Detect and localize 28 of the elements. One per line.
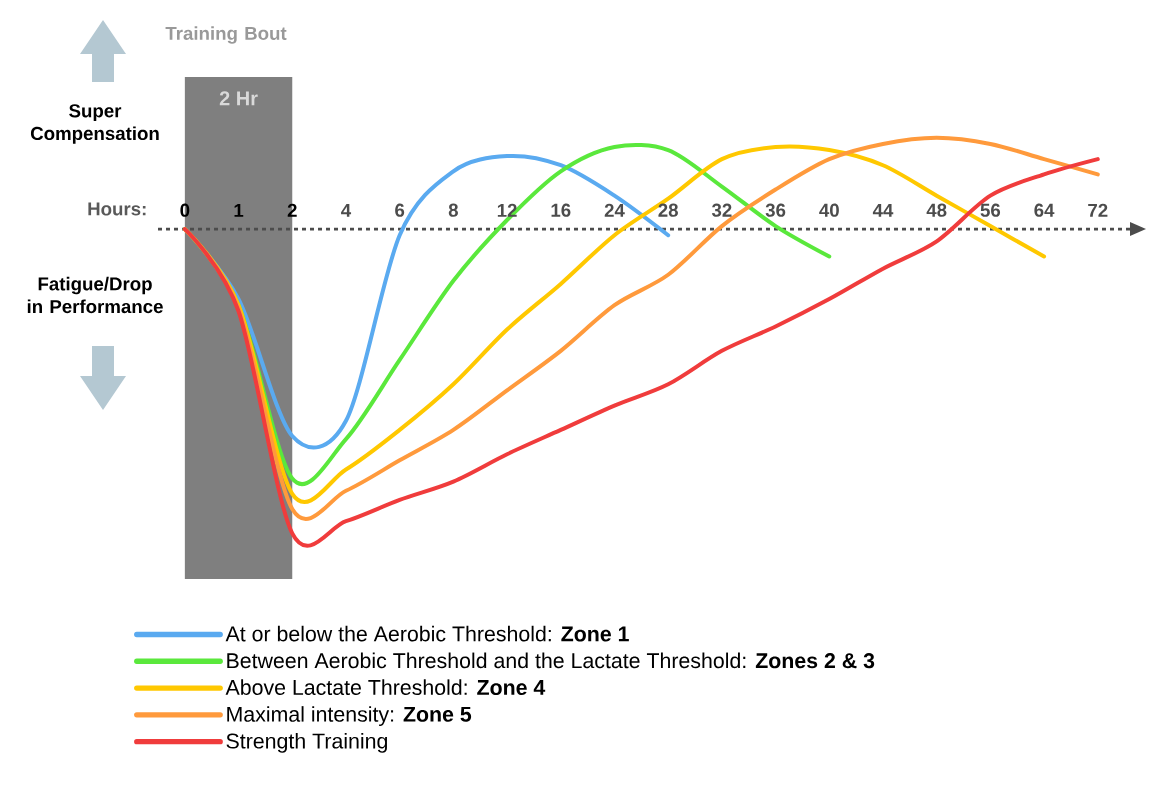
x-tick-label: 24 — [604, 203, 625, 217]
legend-label: Strength Training — [226, 732, 388, 753]
x-tick-label: 4 — [341, 204, 352, 217]
x-tick-label: 12 — [497, 203, 517, 217]
x-tick-label: 32 — [711, 203, 732, 217]
x-tick-label: 6 — [395, 203, 405, 217]
annotation: Fatigue/Drop in Performance — [27, 276, 163, 314]
x-tick-label: 2 — [287, 203, 297, 217]
legend-label: At or below the Aerobic Threshold: Zone 1 — [225, 625, 629, 642]
x-tick-label: 72 — [1088, 203, 1108, 217]
band-label: 2 Hr — [219, 91, 258, 106]
x-tick-label: 0 — [180, 203, 190, 217]
x-tick-label: 64 — [1034, 203, 1055, 217]
x-tick-label: 56 — [980, 203, 1001, 217]
legend-label: Between Aerobic Threshold and the Lactate Threshold: Zones 2 & 3 — [227, 652, 875, 669]
x-tick-label: 16 — [551, 203, 571, 217]
legend-label: Maximal intensity: Zone 5 — [227, 706, 472, 727]
x-tick-label: 40 — [819, 203, 839, 217]
text: Training Bout — [165, 26, 287, 44]
x-tick-label: 28 — [658, 203, 678, 217]
legend-label: Above Lactate Threshold: Zone 4 — [225, 679, 546, 696]
x-axis-title: Hours: — [88, 202, 146, 216]
x-tick-label: 8 — [448, 203, 458, 217]
annotation: Super Compensation — [30, 104, 159, 144]
x-tick-label: 36 — [765, 203, 786, 217]
x-tick-label: 44 — [872, 204, 894, 217]
x-tick-label: 48 — [926, 203, 947, 217]
x-tick-label: 1 — [234, 204, 244, 217]
